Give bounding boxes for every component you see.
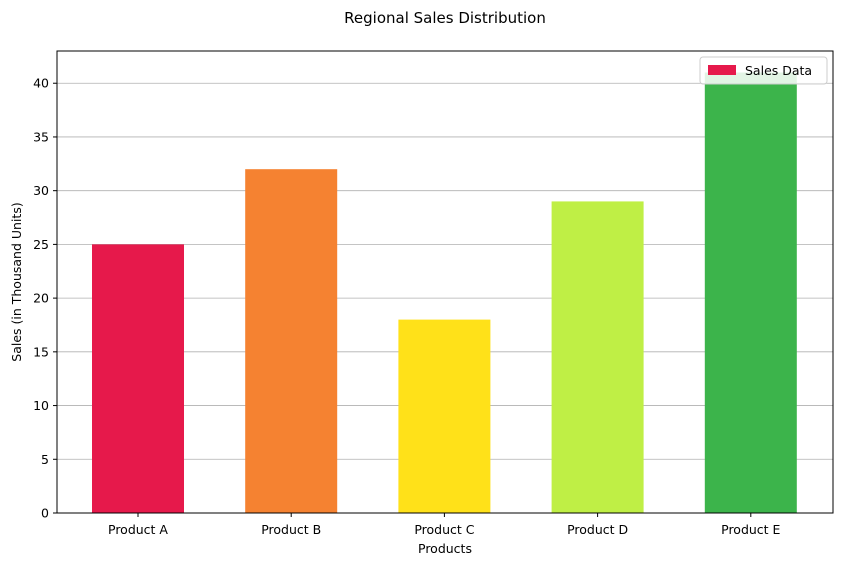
chart-title: Regional Sales Distribution <box>344 9 546 27</box>
bars <box>92 72 797 514</box>
x-tick-label: Product C <box>414 522 474 537</box>
y-tick-label: 5 <box>41 452 49 467</box>
bar <box>245 169 338 514</box>
legend: Sales Data <box>699 56 828 85</box>
legend-swatch <box>708 65 736 75</box>
y-tick-label: 35 <box>33 129 49 144</box>
y-axis-ticks: 0 5 10 15 20 25 30 35 40 <box>33 76 57 521</box>
bar <box>704 72 797 513</box>
legend-label: Sales Data <box>745 63 812 78</box>
y-tick-label: 20 <box>33 291 49 306</box>
x-axis-label: Products <box>418 541 472 556</box>
x-tick-label: Product A <box>108 522 168 537</box>
x-tick-label: Product E <box>721 522 780 537</box>
gridlines <box>57 82 833 514</box>
bar <box>551 201 644 513</box>
legend-box <box>699 56 828 85</box>
y-tick-label: 25 <box>33 237 49 252</box>
bar <box>92 244 184 513</box>
x-tick-label: Product B <box>261 522 321 537</box>
y-tick-label: 0 <box>41 506 49 521</box>
y-axis-label: Sales (in Thousand Units) <box>9 202 24 361</box>
x-axis-ticks: Product A Product B Product C Product D Prod… <box>108 513 781 537</box>
y-tick-label: 10 <box>33 398 49 413</box>
x-tick-label: Product D <box>567 522 628 537</box>
y-tick-label: 15 <box>33 344 49 359</box>
y-tick-label: 40 <box>33 76 49 91</box>
plot-frame <box>56 50 834 514</box>
y-tick-label: 30 <box>33 183 49 198</box>
bar <box>398 319 491 513</box>
